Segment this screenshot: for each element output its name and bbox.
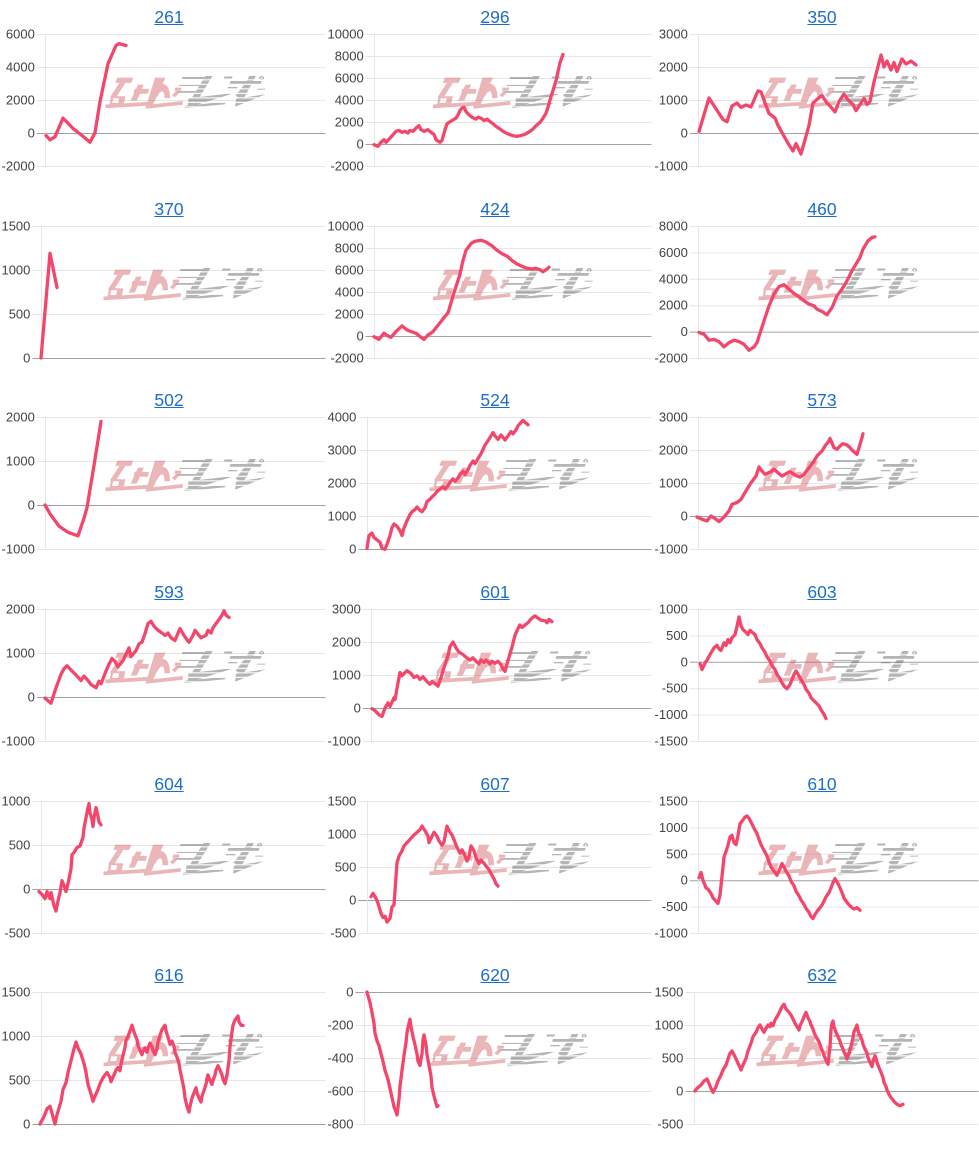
svg-text:-1000: -1000 — [655, 159, 688, 174]
svg-text:8000: 8000 — [335, 49, 364, 64]
svg-text:0: 0 — [23, 882, 30, 897]
svg-text:1500: 1500 — [659, 794, 688, 809]
svg-text:3000: 3000 — [659, 410, 688, 425]
svg-text:0: 0 — [349, 893, 356, 908]
svg-text:2000: 2000 — [335, 115, 364, 130]
svg-text:0: 0 — [23, 351, 30, 366]
svg-text:2000: 2000 — [6, 93, 35, 108]
svg-text:4000: 4000 — [327, 410, 356, 425]
svg-text:1000: 1000 — [6, 454, 35, 469]
svg-text:0: 0 — [681, 126, 688, 141]
svg-text:0: 0 — [681, 509, 688, 524]
svg-text:6000: 6000 — [659, 245, 688, 260]
svg-text:10000: 10000 — [328, 27, 364, 42]
svg-text:0: 0 — [28, 126, 35, 141]
svg-text:2000: 2000 — [6, 410, 35, 425]
svg-text:500: 500 — [335, 860, 357, 875]
svg-text:-500: -500 — [662, 681, 688, 696]
svg-text:4000: 4000 — [335, 93, 364, 108]
svg-text:4000: 4000 — [6, 60, 35, 75]
svg-text:1500: 1500 — [327, 794, 356, 809]
svg-text:-500: -500 — [662, 899, 688, 914]
svg-text:2000: 2000 — [332, 635, 361, 650]
svg-text:6000: 6000 — [6, 27, 35, 42]
svg-text:3000: 3000 — [659, 27, 688, 42]
svg-text:1000: 1000 — [1, 1029, 30, 1044]
svg-text:1000: 1000 — [332, 668, 361, 683]
svg-text:4000: 4000 — [335, 285, 364, 300]
svg-text:2000: 2000 — [659, 298, 688, 313]
svg-text:1000: 1000 — [327, 827, 356, 842]
svg-text:0: 0 — [356, 329, 363, 344]
svg-text:-1000: -1000 — [2, 542, 35, 557]
svg-text:500: 500 — [666, 628, 688, 643]
svg-text:1000: 1000 — [1, 263, 30, 278]
svg-text:1000: 1000 — [327, 509, 356, 524]
svg-text:500: 500 — [9, 307, 31, 322]
svg-text:1000: 1000 — [1, 794, 30, 809]
svg-text:2000: 2000 — [6, 602, 35, 617]
svg-text:500: 500 — [9, 1073, 31, 1088]
svg-text:2000: 2000 — [327, 476, 356, 491]
svg-text:-500: -500 — [4, 926, 30, 941]
svg-text:500: 500 — [9, 838, 31, 853]
svg-text:-2000: -2000 — [330, 351, 363, 366]
svg-text:-2000: -2000 — [330, 159, 363, 174]
svg-text:500: 500 — [666, 846, 688, 861]
svg-text:0: 0 — [28, 690, 35, 705]
svg-text:1000: 1000 — [659, 602, 688, 617]
svg-text:0: 0 — [676, 1084, 683, 1099]
svg-text:6000: 6000 — [335, 263, 364, 278]
svg-text:4000: 4000 — [659, 271, 688, 286]
svg-text:2000: 2000 — [335, 307, 364, 322]
svg-text:-500: -500 — [330, 926, 356, 941]
svg-text:-1000: -1000 — [655, 542, 688, 557]
svg-text:-2000: -2000 — [655, 351, 688, 366]
svg-text:1000: 1000 — [6, 646, 35, 661]
svg-text:500: 500 — [662, 1051, 684, 1066]
svg-text:0: 0 — [681, 654, 688, 669]
svg-text:-1000: -1000 — [328, 734, 361, 749]
svg-text:0: 0 — [354, 701, 361, 716]
svg-text:1500: 1500 — [1, 219, 30, 234]
svg-text:2000: 2000 — [659, 60, 688, 75]
svg-text:2000: 2000 — [659, 443, 688, 458]
svg-text:0: 0 — [349, 542, 356, 557]
svg-text:8000: 8000 — [335, 241, 364, 256]
svg-text:-1500: -1500 — [655, 734, 688, 749]
svg-text:1000: 1000 — [659, 93, 688, 108]
svg-text:0: 0 — [681, 873, 688, 888]
svg-text:-400: -400 — [327, 1051, 353, 1066]
svg-text:-500: -500 — [657, 1117, 683, 1132]
svg-text:0: 0 — [681, 324, 688, 339]
svg-text:0: 0 — [356, 137, 363, 152]
svg-text:-1000: -1000 — [655, 707, 688, 722]
svg-text:-1000: -1000 — [655, 926, 688, 941]
svg-text:0: 0 — [346, 985, 353, 1000]
svg-text:6000: 6000 — [335, 71, 364, 86]
svg-text:0: 0 — [28, 498, 35, 513]
svg-text:-2000: -2000 — [2, 159, 35, 174]
svg-text:-600: -600 — [327, 1084, 353, 1099]
svg-text:-800: -800 — [327, 1117, 353, 1132]
svg-text:-200: -200 — [327, 1018, 353, 1033]
svg-text:1500: 1500 — [1, 985, 30, 1000]
svg-text:3000: 3000 — [327, 443, 356, 458]
svg-text:10000: 10000 — [328, 219, 364, 234]
svg-text:0: 0 — [23, 1117, 30, 1132]
svg-text:3000: 3000 — [332, 602, 361, 617]
svg-text:1000: 1000 — [659, 820, 688, 835]
svg-text:8000: 8000 — [659, 219, 688, 234]
svg-text:1000: 1000 — [659, 476, 688, 491]
svg-text:1000: 1000 — [654, 1018, 683, 1033]
svg-text:1500: 1500 — [654, 985, 683, 1000]
svg-text:-1000: -1000 — [2, 734, 35, 749]
